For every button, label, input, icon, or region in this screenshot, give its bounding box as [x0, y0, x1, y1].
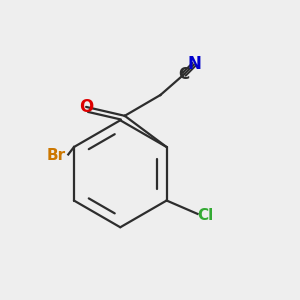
Text: N: N	[187, 56, 201, 74]
Text: O: O	[79, 98, 93, 116]
Text: Br: Br	[47, 148, 66, 164]
Text: Cl: Cl	[197, 208, 213, 223]
Text: C: C	[178, 67, 190, 82]
